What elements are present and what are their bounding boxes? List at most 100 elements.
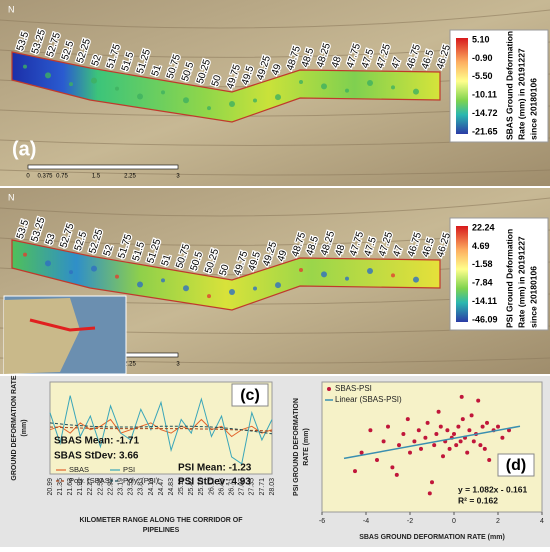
scatter-point — [500, 435, 505, 440]
scatter-point — [397, 443, 401, 448]
y-axis-label: GROUND DEFORMATION RATE — [11, 375, 18, 480]
scatter-point — [441, 454, 445, 459]
legend-title: Rate (mm) in 20191227 — [516, 48, 526, 140]
scatter-point — [427, 491, 432, 496]
deformation-spot — [275, 94, 281, 101]
x-tick-label: 26.11 — [208, 478, 215, 495]
legend-value: 4.69 — [472, 241, 490, 251]
y-axis-label: (mm) — [21, 419, 28, 436]
deformation-spot — [299, 80, 303, 85]
scatter-point — [381, 439, 386, 444]
scale-label: 1.5 — [92, 174, 101, 180]
legend-swatch — [327, 387, 331, 391]
deformation-spot — [207, 106, 211, 111]
scatter-point — [375, 458, 379, 462]
km-label: 50 — [218, 263, 232, 277]
km-label: 47 — [391, 244, 405, 258]
x-tick-label: 24.47 — [158, 478, 165, 496]
scatter-point — [460, 417, 465, 422]
y-axis-label: RATE (mm) — [303, 428, 310, 466]
legend-value: 5.10 — [472, 34, 490, 44]
deformation-spot — [299, 268, 303, 273]
north-arrow: N — [8, 192, 15, 202]
scatter-point — [458, 439, 463, 444]
scatter-point — [469, 413, 474, 418]
scatter-point — [459, 394, 464, 399]
scatter-point — [436, 409, 441, 414]
legend-title: since 20180106 — [528, 78, 538, 140]
x-axis-label: SBAS GROUND DEFORMATION RATE (mm) — [359, 534, 505, 541]
legend-title: Rate (mm) in 20191227 — [516, 236, 526, 328]
x-tick-label: 23.19 — [117, 478, 124, 496]
inset-route — [29, 318, 96, 332]
x-tick-label: 25.75 — [198, 478, 205, 496]
scatter-point — [496, 424, 500, 429]
deformation-spot — [321, 271, 327, 278]
deformation-spot — [45, 72, 51, 79]
legend-value: -1.58 — [472, 259, 493, 269]
x-tick-label: 26.71 — [228, 478, 235, 496]
x-tick-label: 0 — [452, 518, 456, 525]
deformation-spot — [23, 252, 27, 257]
km-label: 53 — [44, 232, 58, 246]
annotation: PSI Mean: -1.23 — [178, 463, 252, 474]
scatter-point — [401, 432, 406, 436]
legend-value: -46.09 — [472, 314, 498, 324]
x-tick-label: 21.35 — [57, 478, 64, 496]
deformation-spot — [391, 85, 395, 90]
km-label: 52 — [90, 53, 104, 67]
deformation-spot — [413, 88, 419, 95]
scatter-point — [480, 424, 485, 429]
deformation-spot — [23, 64, 27, 69]
x-tick-label: 25.11 — [178, 478, 185, 495]
legend-title: since 20180106 — [528, 266, 538, 328]
scatter-point — [454, 443, 459, 448]
scatter-point — [390, 465, 395, 470]
deformation-spot — [253, 286, 257, 291]
deformation-spot — [367, 80, 373, 86]
deformation-spot — [69, 270, 73, 275]
km-label: 48 — [334, 243, 348, 257]
km-label: 52 — [102, 243, 116, 257]
scale-label: 0.375 — [37, 174, 53, 180]
scale-bar — [27, 164, 179, 170]
scale-label: 0.75 — [56, 174, 68, 180]
scatter-point — [432, 443, 437, 448]
scatter-point — [482, 446, 487, 451]
x-axis-label: KILOMETER RANGE ALONG THE CORRIDOR OF — [79, 517, 243, 524]
x-tick-label: 23.55 — [128, 478, 135, 496]
x-tick-label: 22.91 — [107, 478, 114, 496]
deformation-spot — [229, 101, 235, 107]
x-tick-label: 22.55 — [97, 478, 104, 496]
x-tick-label: 28.03 — [269, 478, 276, 496]
legend-value: -7.84 — [472, 278, 493, 288]
deformation-spot — [321, 83, 327, 90]
deformation-spot — [115, 86, 119, 91]
legend-value: -0.90 — [472, 53, 493, 63]
x-tick-label: 22.27 — [87, 478, 94, 496]
legend-label: PSI — [123, 465, 135, 474]
panel-box — [497, 453, 535, 477]
scatter-point — [425, 420, 430, 425]
scatter-point — [412, 439, 417, 444]
y-axis-label: PSI GROUND DEFORMATION — [293, 398, 300, 496]
panel-label: (c) — [240, 387, 260, 404]
scatter-point — [478, 443, 483, 448]
km-label: 47 — [390, 56, 404, 70]
deformation-spot — [137, 281, 143, 288]
deformation-spot — [391, 273, 395, 278]
x-tick-label: 23.83 — [138, 478, 145, 496]
x-tick-label: -4 — [363, 518, 369, 525]
deformation-spot — [345, 88, 349, 93]
series-line — [49, 418, 273, 438]
deformation-spot — [275, 282, 281, 289]
scale-label: 0 — [26, 174, 30, 180]
legend-label: Poly. (PSI) — [123, 476, 159, 485]
series-line — [49, 426, 273, 432]
scatter-point — [507, 428, 511, 433]
scatter-point — [353, 469, 357, 474]
deformation-spot — [91, 265, 97, 272]
deformation-spot — [183, 285, 189, 292]
